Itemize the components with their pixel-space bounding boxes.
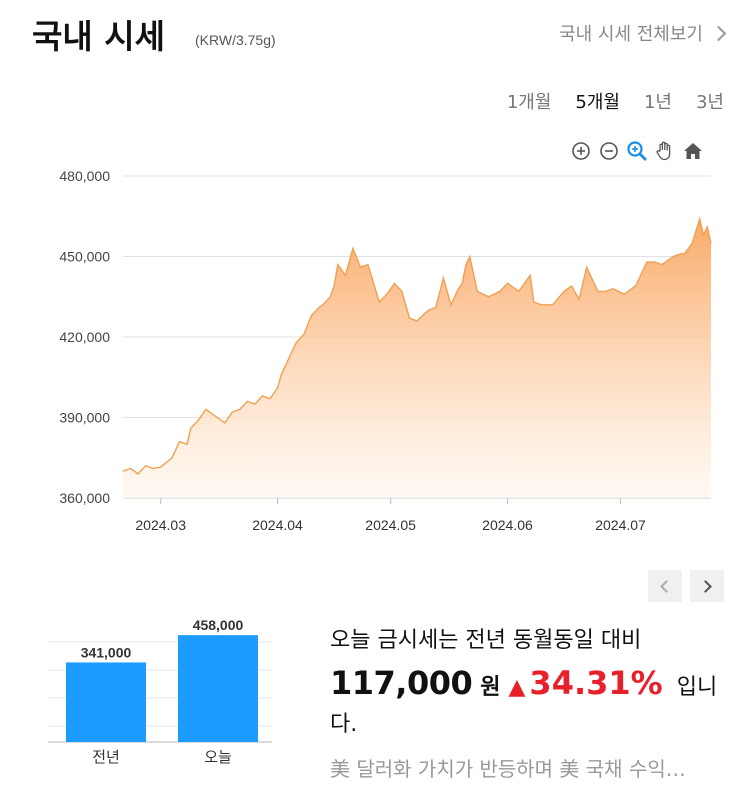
zoom-out-icon[interactable]: [598, 140, 620, 162]
tab-3-years[interactable]: 3년: [695, 92, 724, 113]
x-tick-label: 2024.03: [135, 517, 186, 533]
summary-suffix: 입니: [676, 675, 718, 700]
view-all-link[interactable]: 국내 시세 전체보기: [559, 20, 727, 46]
currency-label: 원: [480, 675, 501, 700]
bar: [66, 662, 146, 742]
unit-label: (KRW/3.75g): [195, 32, 276, 48]
bar-category-label: 오늘: [204, 749, 232, 766]
comparison-summary: 오늘 금시세는 전년 동월동일 대비 117,000 원 ▲ 34.31% 입니…: [330, 622, 717, 738]
y-tick-label: 360,000: [59, 490, 110, 506]
price-line: [122, 216, 712, 475]
bar-category-label: 전년: [92, 749, 120, 766]
tab-5-months[interactable]: 5개월: [575, 92, 620, 113]
y-tick-label: 450,000: [59, 249, 110, 265]
summary-line: 오늘 금시세는 전년 동월동일 대비: [330, 628, 642, 653]
home-icon[interactable]: [682, 140, 704, 162]
bar-value-label: 458,000: [193, 617, 244, 633]
price-area-chart: 480,000 450,000 420,000 390,000 360,000 2024…: [59, 168, 712, 533]
year-compare-bar-chart: 341,000 전년 458,000 오늘: [48, 617, 272, 766]
y-tick-label: 480,000: [59, 168, 110, 184]
next-button[interactable]: [690, 570, 724, 602]
view-all-label: 국내 시세 전체보기: [559, 24, 703, 45]
tab-1-year[interactable]: 1년: [643, 92, 672, 113]
chevron-right-icon: [699, 579, 712, 593]
period-tabs: 1개월 5개월 1년 3년: [507, 88, 724, 114]
chart-toolbar: [570, 140, 704, 162]
prev-button[interactable]: [648, 570, 682, 602]
x-tick-label: 2024.07: [595, 517, 646, 533]
summary-suffix-end: 다.: [330, 712, 358, 737]
x-tick-label: 2024.06: [482, 517, 533, 533]
zoom-in-icon[interactable]: [570, 140, 592, 162]
x-tick-label: 2024.05: [365, 517, 416, 533]
chevron-right-icon: [710, 25, 727, 41]
y-tick-label: 420,000: [59, 329, 110, 345]
price-area: [123, 218, 711, 498]
diff-value: 117,000: [330, 664, 473, 702]
diff-percent: 34.31%: [529, 664, 663, 702]
bar-value-label: 341,000: [81, 644, 132, 660]
magnify-icon[interactable]: [626, 140, 648, 162]
chevron-left-icon: [660, 579, 673, 593]
pan-hand-icon[interactable]: [654, 140, 676, 162]
tab-1-month[interactable]: 1개월: [506, 92, 552, 113]
x-tick-label: 2024.04: [252, 517, 303, 533]
news-headline[interactable]: 美 달러화 가치가 반등하며 美 국채 수익…: [330, 757, 686, 781]
bar: [178, 635, 258, 742]
y-tick-label: 390,000: [59, 410, 110, 426]
up-arrow-icon: ▲: [508, 675, 526, 700]
page-title: 국내 시세: [32, 17, 165, 56]
